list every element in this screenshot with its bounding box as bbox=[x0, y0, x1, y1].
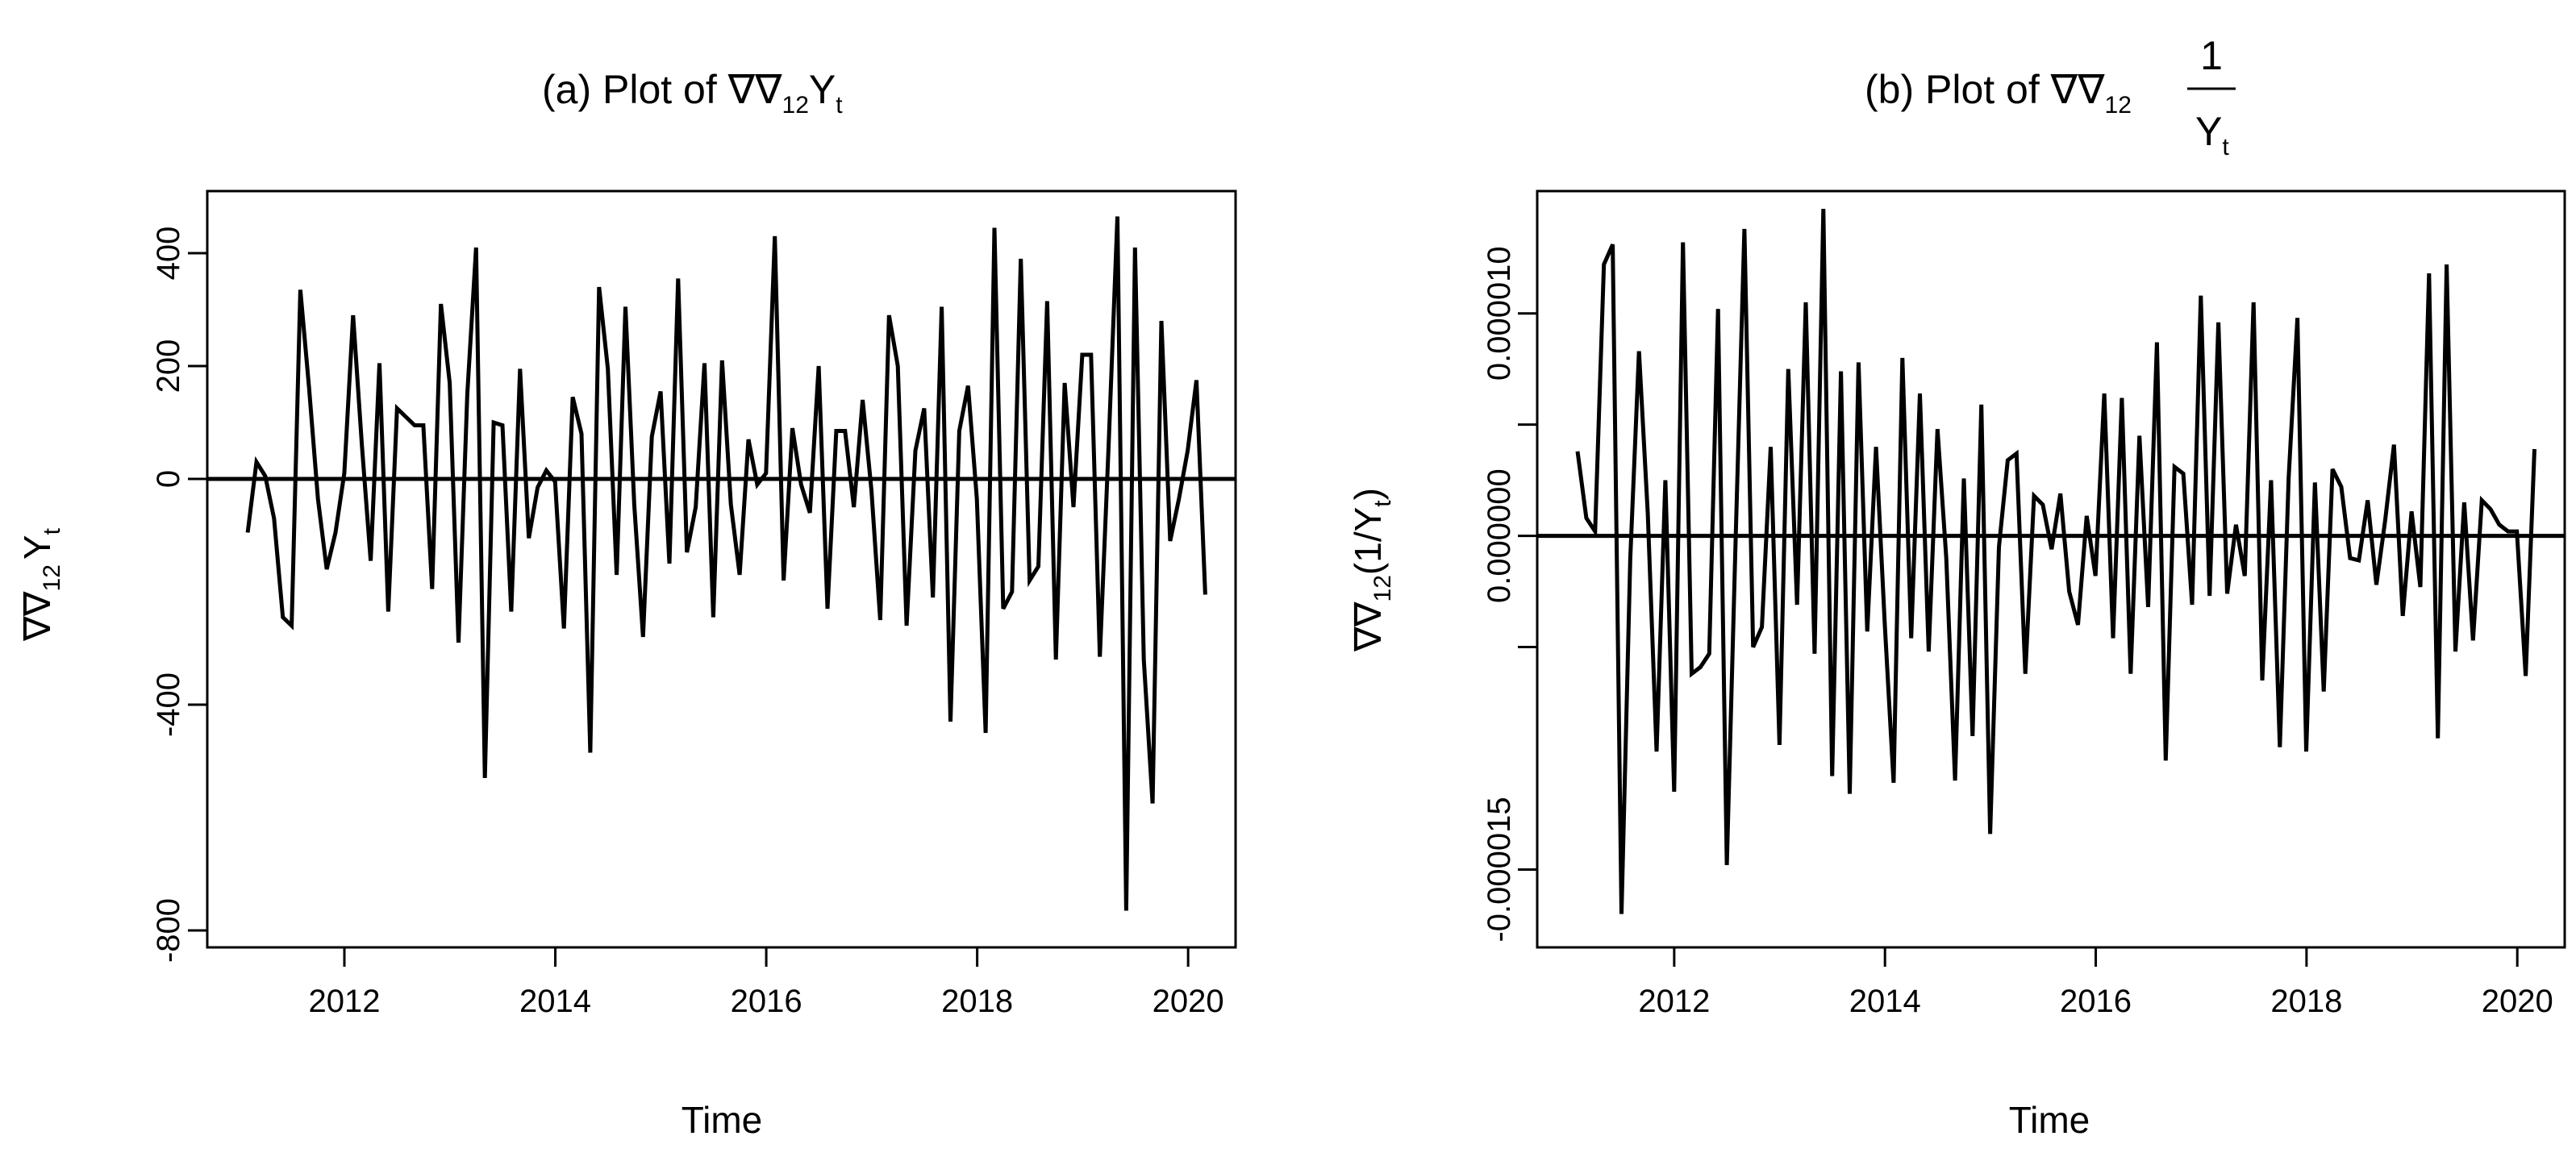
panel-a-title-var-sub: t bbox=[836, 92, 843, 119]
panel-b: (b) Plot of ∇∇12 1 Yt ∇∇12(1/Yt) Time 20… bbox=[1347, 33, 2566, 1141]
panel-a-title-var: Y bbox=[809, 67, 836, 112]
panel-b-ylabel-nabla: ∇∇ bbox=[1347, 601, 1389, 652]
panel-b-y-tick-label: 0.000010 bbox=[1482, 246, 1517, 381]
panel-b-title-frac-den: Yt bbox=[2195, 109, 2229, 160]
panel-a-y-tick-label: 400 bbox=[151, 227, 186, 281]
panel-b-title-prefix: (b) Plot of bbox=[1865, 67, 2051, 112]
panel-a-xlabel: Time bbox=[682, 1099, 763, 1141]
panel-a-title: (a) Plot of ∇∇12Yt bbox=[542, 67, 843, 119]
panel-b-ylabel-close: ) bbox=[1347, 488, 1389, 500]
panel-a-y-tick-label: 200 bbox=[151, 339, 186, 393]
panel-a-x-tick-label: 2018 bbox=[941, 984, 1013, 1019]
panel-a-x-tick-label: 2012 bbox=[309, 984, 381, 1019]
panel-b-x-tick-label: 2020 bbox=[2482, 984, 2553, 1019]
panel-b-xlabel: Time bbox=[2009, 1099, 2090, 1141]
panel-a-y-tick-label: 0 bbox=[151, 470, 186, 488]
panel-a-title-prefix: (a) Plot of bbox=[542, 67, 728, 112]
panel-a-x-tick-label: 2020 bbox=[1153, 984, 1224, 1019]
panel-a-x-tick-label: 2014 bbox=[519, 984, 591, 1019]
panel-b-title-var: Y bbox=[2195, 109, 2222, 154]
panel-a-ylabel-nabla: ∇∇ bbox=[16, 591, 58, 642]
panel-b-x-tick-label: 2016 bbox=[2060, 984, 2132, 1019]
panel-b-ylabel-rest: (1/Y bbox=[1347, 507, 1389, 575]
panel-b-x-tick-label: 2018 bbox=[2270, 984, 2342, 1019]
panel-a-x-tick-label: 2016 bbox=[731, 984, 802, 1019]
panel-b-x-tick-label: 2012 bbox=[1638, 984, 1710, 1019]
panel-b-series-line bbox=[1575, 209, 2536, 914]
panel-a: (a) Plot of ∇∇12Yt ∇∇12Yt Time 2012 2014 2… bbox=[16, 67, 1237, 1141]
panel-b-ylabel: ∇∇12(1/Yt) bbox=[1347, 488, 1396, 652]
panel-b-ylabel-var-sub: t bbox=[1369, 500, 1396, 507]
panel-a-y-tick-label: -800 bbox=[151, 898, 186, 963]
panel-b-x-axis: 2012 2014 2016 2018 2020 bbox=[1638, 946, 2553, 1019]
panel-b-title-main: (b) Plot of ∇∇12 bbox=[1865, 67, 2132, 119]
panel-b-title-frac-num: 1 bbox=[2200, 33, 2223, 78]
panel-a-y-axis: -800 -400 0 200 400 bbox=[151, 227, 209, 963]
panel-a-plot-box bbox=[206, 189, 1237, 949]
panel-a-y-tick-label: -400 bbox=[151, 672, 186, 737]
panel-b-x-tick-label: 2014 bbox=[1849, 984, 1921, 1019]
panel-b-y-tick-label: 0.000000 bbox=[1482, 468, 1517, 603]
panel-b-y-axis: -0.000015 0.000000 0.000010 bbox=[1482, 246, 1539, 943]
panel-a-x-axis: 2012 2014 2016 2018 2020 bbox=[309, 946, 1224, 1019]
panel-a-title-nabla: ∇∇ bbox=[727, 67, 782, 112]
panel-b-title-nabla: ∇∇ bbox=[2050, 67, 2105, 112]
panel-b-title-var-sub: t bbox=[2222, 134, 2229, 160]
panel-b-title-sub: 12 bbox=[2105, 92, 2132, 119]
panel-a-ylabel-var-sub: t bbox=[39, 527, 65, 535]
panel-b-title: (b) Plot of ∇∇12 1 Yt bbox=[1865, 33, 2236, 160]
panel-a-series-line bbox=[245, 216, 1207, 911]
panel-a-title-sub: 12 bbox=[782, 92, 809, 119]
panel-b-y-tick-label: -0.000015 bbox=[1482, 797, 1517, 942]
panel-a-ylabel-var: Y bbox=[16, 535, 58, 560]
panel-a-ylabel-sub: 12 bbox=[39, 564, 65, 591]
panel-b-ylabel-sub: 12 bbox=[1369, 575, 1396, 601]
panel-a-ylabel: ∇∇12 Yt bbox=[16, 527, 65, 642]
